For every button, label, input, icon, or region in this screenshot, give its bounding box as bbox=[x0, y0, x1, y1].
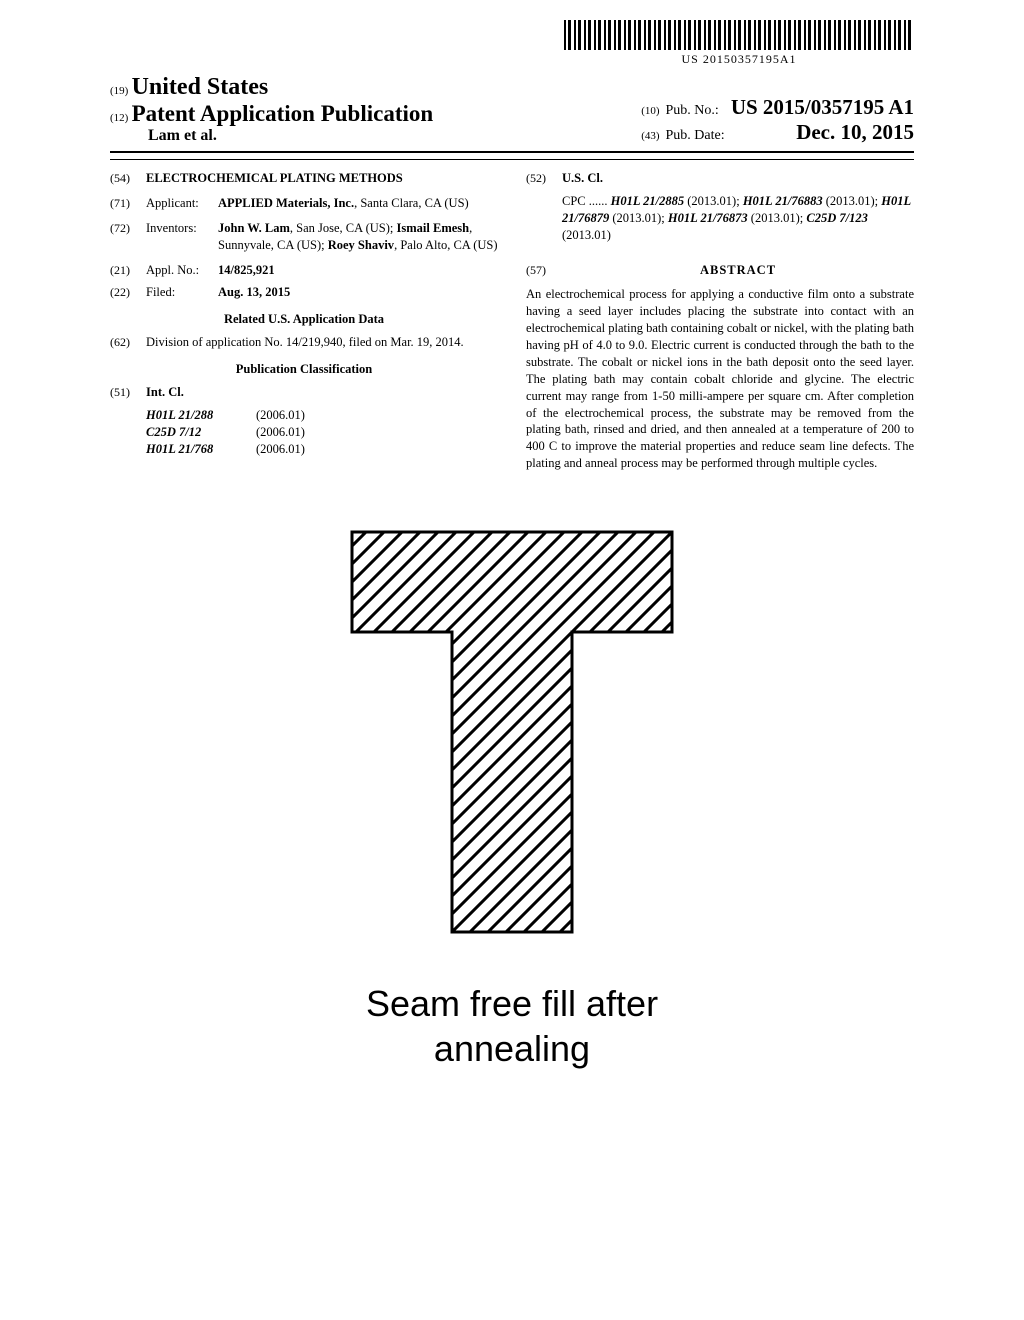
applicant-value: APPLIED Materials, Inc., Santa Clara, CA… bbox=[218, 196, 469, 210]
divider-top-1 bbox=[110, 151, 914, 153]
document-header: (19) United States (12) Patent Applicati… bbox=[110, 74, 914, 145]
intcl-year: (2006.01) bbox=[256, 441, 305, 458]
division-text: Division of application No. 14/219,940, … bbox=[146, 334, 498, 351]
applicant-label: Applicant: bbox=[146, 195, 218, 212]
uscl-code: (52) bbox=[526, 170, 562, 187]
authors-line: Lam et al. bbox=[148, 127, 433, 145]
abstract-heading: ABSTRACT bbox=[700, 263, 776, 277]
publication-date: Dec. 10, 2015 bbox=[796, 120, 914, 145]
figure-caption: Seam free fill after annealing bbox=[110, 981, 914, 1071]
barcode-graphic bbox=[564, 20, 914, 50]
filed-date: Aug. 13, 2015 bbox=[218, 285, 290, 299]
applno-label: Appl. No.: bbox=[146, 262, 218, 279]
caption-line-2: annealing bbox=[110, 1026, 914, 1071]
pubno-label: Pub. No.: bbox=[666, 103, 719, 119]
applno-code: (21) bbox=[110, 262, 146, 279]
intcl-class: H01L 21/768 bbox=[146, 441, 256, 458]
application-number: 14/825,921 bbox=[218, 263, 275, 277]
divider-top-2 bbox=[110, 159, 914, 160]
intcl-table: H01L 21/288 (2006.01) C25D 7/12 (2006.01… bbox=[146, 407, 498, 458]
intcl-year: (2006.01) bbox=[256, 407, 305, 424]
pub-type: Patent Application Publication bbox=[132, 101, 434, 126]
cpc-block: CPC ...... H01L 21/2885 (2013.01); H01L … bbox=[562, 193, 914, 244]
cpc-text: CPC ...... H01L 21/2885 (2013.01); H01L … bbox=[562, 194, 911, 242]
barcode-text: US 20150357195A1 bbox=[564, 52, 914, 67]
abstract-code: (57) bbox=[526, 262, 562, 278]
applicant-code: (71) bbox=[110, 195, 146, 212]
inventors-label: Inventors: bbox=[146, 220, 218, 254]
intcl-class: C25D 7/12 bbox=[146, 424, 256, 441]
filed-label: Filed: bbox=[146, 284, 218, 301]
abstract-text: An electrochemical process for applying … bbox=[526, 286, 914, 472]
inventors-value: John W. Lam, San Jose, CA (US); Ismail E… bbox=[218, 221, 498, 252]
pubno-code: (10) bbox=[641, 105, 659, 117]
left-column: (54) ELECTROCHEMICAL PLATING METHODS (71… bbox=[110, 170, 498, 472]
intcl-class: H01L 21/288 bbox=[146, 407, 256, 424]
intcl-code: (51) bbox=[110, 384, 146, 401]
division-code: (62) bbox=[110, 334, 146, 351]
pub-type-code: (12) bbox=[110, 112, 128, 124]
related-data-heading: Related U.S. Application Data bbox=[110, 311, 498, 328]
inventors-code: (72) bbox=[110, 220, 146, 254]
invention-title: ELECTROCHEMICAL PLATING METHODS bbox=[146, 171, 403, 185]
filed-code: (22) bbox=[110, 284, 146, 301]
country-name: United States bbox=[132, 74, 269, 100]
intcl-label: Int. Cl. bbox=[146, 385, 184, 399]
t-shape-figure bbox=[332, 512, 692, 952]
uscl-label: U.S. Cl. bbox=[562, 171, 603, 185]
intcl-year: (2006.01) bbox=[256, 424, 305, 441]
classification-heading: Publication Classification bbox=[110, 361, 498, 378]
figure-area: Seam free fill after annealing bbox=[110, 512, 914, 1071]
barcode-block: US 20150357195A1 bbox=[110, 20, 914, 68]
pubdate-label: Pub. Date: bbox=[666, 128, 725, 144]
country-code: (19) bbox=[110, 85, 128, 97]
publication-number: US 2015/0357195 A1 bbox=[731, 95, 914, 120]
caption-line-1: Seam free fill after bbox=[110, 981, 914, 1026]
pubdate-code: (43) bbox=[641, 130, 659, 142]
right-column: (52) U.S. Cl. CPC ...... H01L 21/2885 (2… bbox=[526, 170, 914, 472]
title-code: (54) bbox=[110, 170, 146, 187]
